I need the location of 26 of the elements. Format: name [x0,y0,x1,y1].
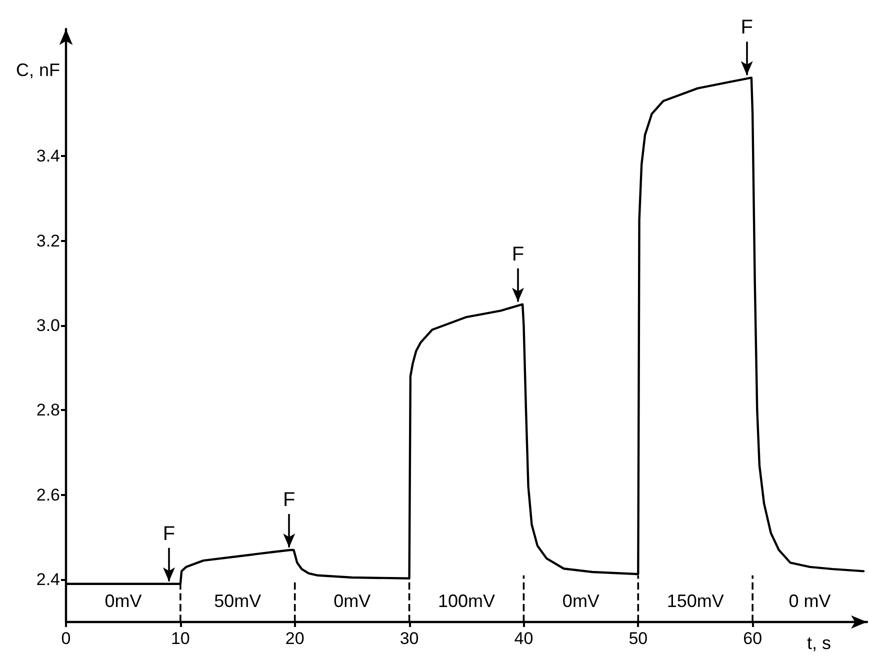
annotation: F [162,522,176,545]
y-tick-label: 3.0 [36,316,60,335]
y-axis-title: C, nF [16,60,60,80]
annotation: F [283,488,296,511]
annotation: 50mV [214,590,262,611]
x-axis-title: t, s [807,633,832,653]
y-tick-label: 2.4 [36,570,60,590]
annotation: 100mV [438,590,496,611]
x-tick-label: 30 [400,629,419,648]
x-tick-label: 10 [170,629,190,648]
annotation: F [512,243,524,266]
annotation: F [740,16,753,39]
x-tick-label: 20 [285,629,304,648]
x-tick-label: 40 [514,629,534,648]
y-tick-label: 2.6 [36,485,60,504]
x-tick-label: 0 [61,629,71,648]
annotation: 0mV [562,590,600,611]
annotation: 0mV [334,590,371,611]
annotation: 0mV [104,590,142,611]
y-tick-label: 3.4 [36,146,60,166]
annotation: 0 mV [788,590,831,611]
x-tick-label: 60 [743,629,762,648]
y-tick-label: 2.8 [36,400,60,420]
annotation: 150mV [666,590,724,611]
y-tick-label: 3.2 [36,231,60,250]
x-tick-label: 50 [628,629,648,648]
